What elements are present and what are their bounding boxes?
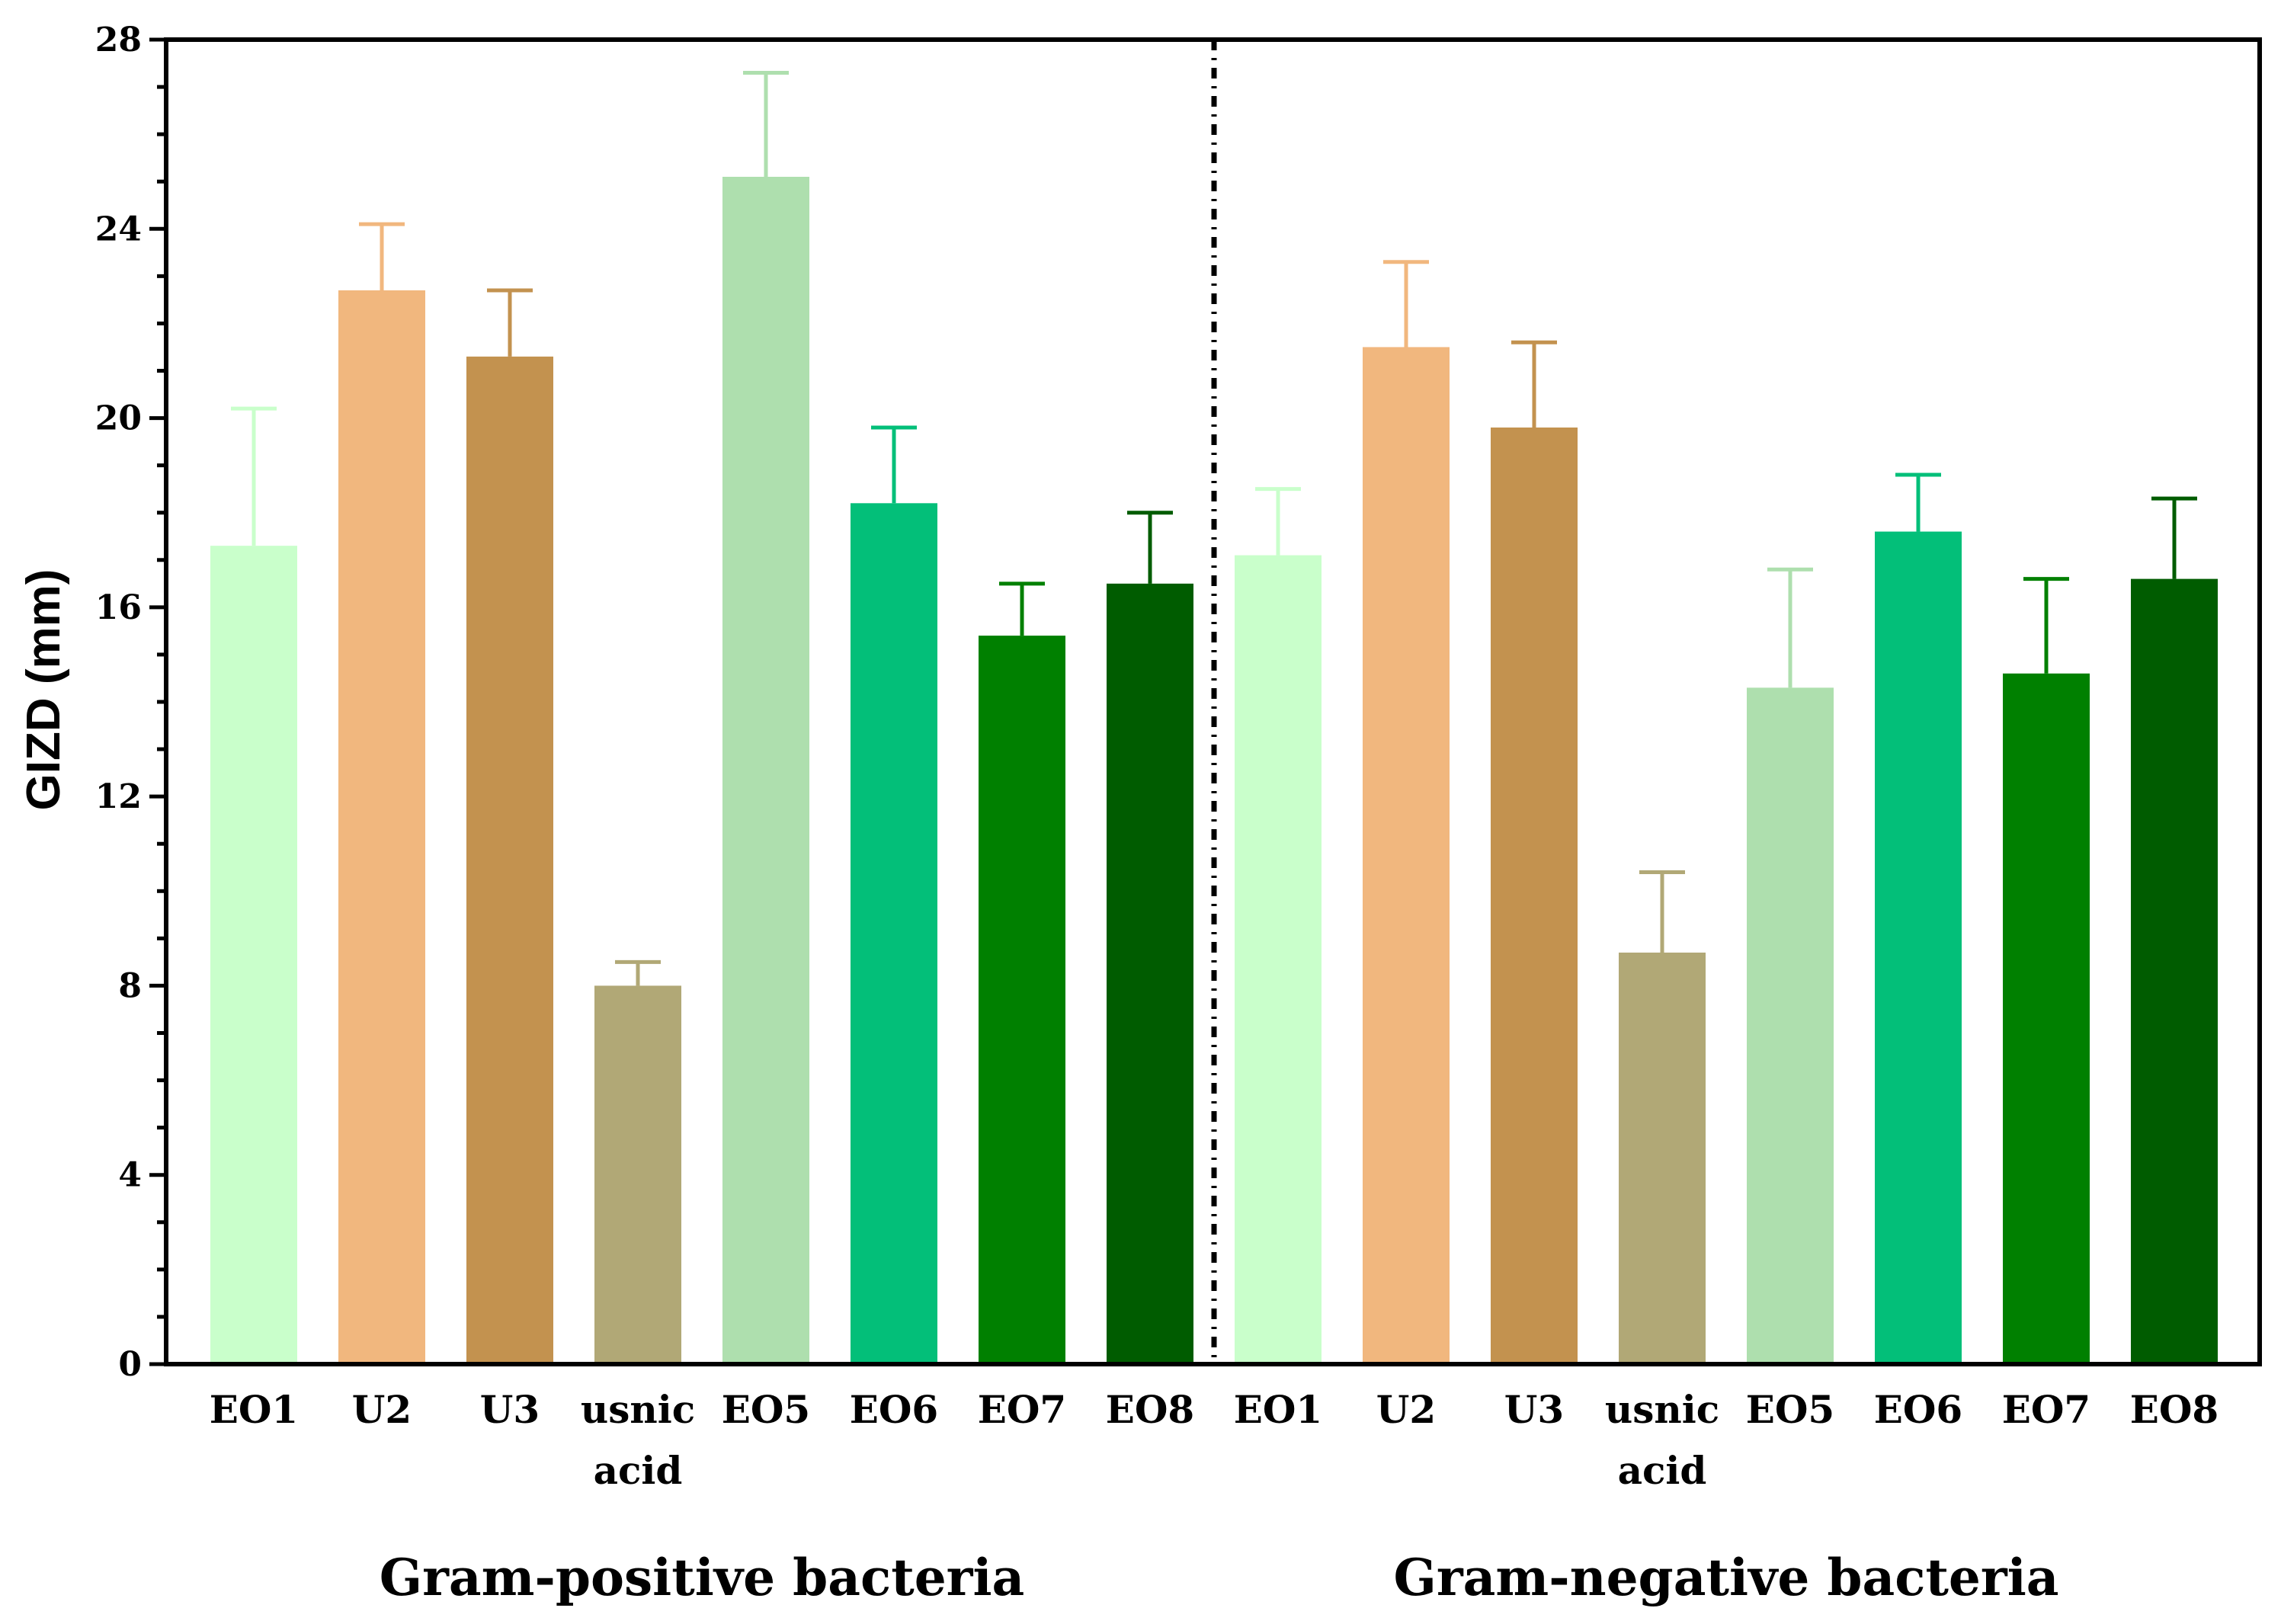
y-tick-label-16: 16 bbox=[95, 588, 142, 627]
x-tick-label-gram-negative-eo7: EO7 bbox=[2002, 1387, 2090, 1432]
x-tick-label-gram-negative-eo6: EO6 bbox=[1874, 1387, 1962, 1432]
bar-gram-positive-eo6 bbox=[851, 503, 937, 1364]
bar-gram-negative-u3 bbox=[1491, 427, 1578, 1364]
y-tick-label-20: 20 bbox=[95, 399, 142, 438]
x-tick-label-gram-positive-eo1: EO1 bbox=[210, 1387, 298, 1432]
bar-gram-positive-eo5 bbox=[722, 177, 809, 1365]
x-tick-label-gram-positive-usnic-acid: usnic acid bbox=[581, 1387, 695, 1493]
bar-gram-positive-eo1 bbox=[210, 546, 297, 1364]
group-label-gram-positive: Gram-positive bacteria bbox=[380, 1548, 1025, 1607]
bar-gram-negative-eo6 bbox=[1875, 531, 1962, 1364]
y-tick-label-8: 8 bbox=[118, 966, 142, 1005]
y-axis-title: GIZD (mm) bbox=[18, 569, 70, 811]
x-tick-label-gram-negative-eo8: EO8 bbox=[2130, 1387, 2219, 1432]
bar-gram-negative-eo1 bbox=[1235, 555, 1322, 1364]
x-tick-label-gram-negative-u3: U3 bbox=[1504, 1387, 1564, 1432]
x-tick-label-gram-positive-eo6: EO6 bbox=[850, 1387, 938, 1432]
bar-gram-positive-eo7 bbox=[979, 636, 1065, 1364]
x-tick-label-gram-negative-eo5: EO5 bbox=[1746, 1387, 1834, 1432]
x-tick-label-gram-positive-u2: U2 bbox=[352, 1387, 412, 1432]
y-tick-label-0: 0 bbox=[118, 1345, 142, 1384]
x-tick-label-gram-positive-eo8: EO8 bbox=[1106, 1387, 1194, 1432]
bars-layer bbox=[210, 70, 2218, 1365]
bar-gram-positive-eo8 bbox=[1107, 583, 1193, 1364]
x-tick-label-gram-negative-eo1: EO1 bbox=[1234, 1387, 1322, 1432]
bar-gram-negative-u2 bbox=[1363, 347, 1450, 1364]
bar-gram-negative-eo7 bbox=[2003, 673, 2090, 1364]
bar-gram-negative-usnic-acid bbox=[1619, 952, 1706, 1364]
y-tick-label-4: 4 bbox=[118, 1156, 142, 1195]
x-tick-label-gram-positive-u3: U3 bbox=[480, 1387, 540, 1432]
y-tick-label-12: 12 bbox=[95, 777, 142, 816]
y-tick-label-28: 28 bbox=[95, 21, 142, 59]
x-tick-label-gram-negative-usnic-acid: usnic acid bbox=[1605, 1387, 1719, 1493]
group-label-gram-negative: Gram-negative bacteria bbox=[1393, 1548, 2058, 1607]
y-tick-label-24: 24 bbox=[95, 210, 142, 248]
bar-gram-positive-usnic-acid bbox=[594, 985, 681, 1364]
bar-gram-negative-eo5 bbox=[1747, 687, 1834, 1364]
x-tick-label-gram-positive-eo7: EO7 bbox=[978, 1387, 1066, 1432]
x-tick-label-gram-positive-eo5: EO5 bbox=[722, 1387, 810, 1432]
bar-gram-positive-u2 bbox=[338, 290, 425, 1365]
bar-gram-negative-eo8 bbox=[2131, 578, 2218, 1364]
axes-layer bbox=[149, 37, 2262, 1366]
labels-layer: EO1 U2 U3 usnic acid EO5 EO6 EO7 EO8 Gram-positiv… bbox=[95, 21, 2219, 1607]
x-tick-label-gram-negative-u2: U2 bbox=[1376, 1387, 1436, 1432]
bar-gram-positive-u3 bbox=[466, 356, 553, 1365]
